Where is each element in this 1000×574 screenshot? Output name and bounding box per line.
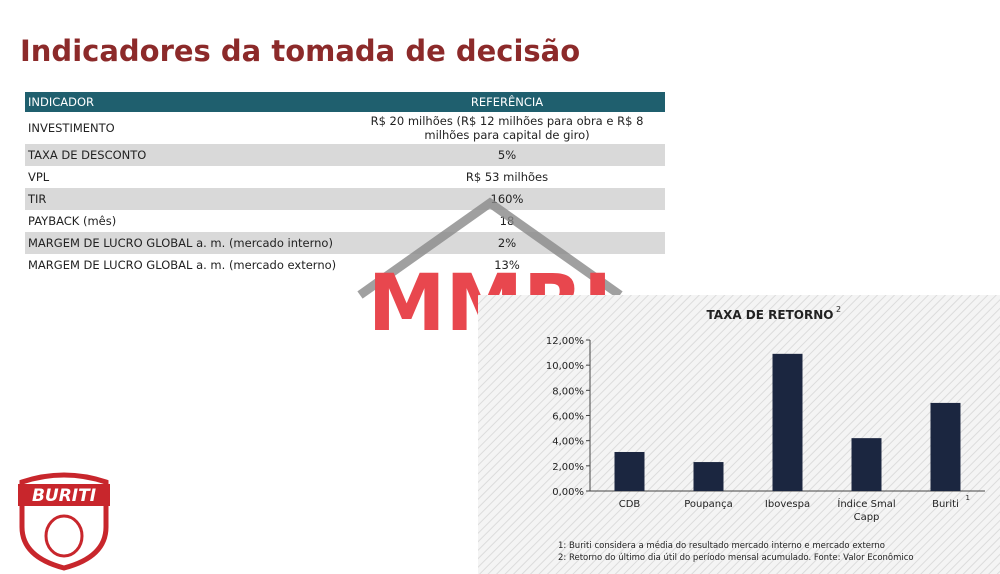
- y-tick-label: 4,00%: [552, 437, 584, 448]
- y-tick-label: 6,00%: [552, 412, 584, 423]
- table-body: INVESTIMENTO R$ 20 milhões (R$ 12 milhões…: [25, 112, 665, 276]
- logo-cow: [44, 514, 84, 558]
- logo-text: BURITI: [32, 486, 96, 506]
- y-tick-label: 0,00%: [552, 487, 584, 498]
- y-tick-label: 8,00%: [552, 386, 584, 397]
- indicator-cell: TIR: [25, 188, 349, 210]
- bar: [930, 402, 961, 491]
- x-tick-label-line: Capp: [854, 512, 880, 523]
- column-header: REFERÊNCIA: [349, 92, 665, 112]
- reference-cell: R$ 53 milhões: [465, 170, 549, 184]
- x-tick-label: Buriti: [932, 499, 959, 510]
- indicator-table: INDICADOR REFERÊNCIA INVESTIMENTO R$ 20 mil…: [25, 92, 665, 276]
- reference-cell: R$ 20 milhões (R$ 12 milhões para obra e…: [370, 114, 644, 142]
- footnote: 1: Buriti considera a média do resultado…: [558, 540, 885, 551]
- table-header: INDICADOR REFERÊNCIA: [25, 92, 665, 112]
- bar: [772, 353, 803, 491]
- indicator-cell: TAXA DE DESCONTO: [25, 144, 349, 166]
- indicator-cell: PAYBACK (mês): [28, 214, 117, 228]
- table-row: INVESTIMENTO R$ 20 milhões (R$ 12 milhões…: [25, 112, 665, 144]
- bar: [693, 462, 724, 491]
- column-header: INDICADOR: [25, 92, 349, 112]
- indicator-cell: VPL: [28, 170, 50, 184]
- watermark-roof: [357, 197, 623, 299]
- table-row: VPL R$ 53 milhões: [25, 166, 665, 188]
- logo-band: [18, 484, 110, 506]
- y-tick-label: 12,00%: [546, 336, 584, 347]
- bar: [614, 451, 645, 491]
- logo: BURITI: [18, 472, 110, 571]
- x-tick-label: Índice Smal Capp: [837, 497, 895, 523]
- footnote: 2: Retorno do último dia útil do período…: [558, 552, 914, 563]
- reference-cell: 5%: [349, 144, 665, 166]
- x-tick-label: Poupança: [684, 499, 733, 510]
- reference-cell: 160%: [349, 188, 665, 210]
- chart-title: TAXA DE RETORNO: [707, 308, 834, 322]
- x-tick-label: Ibovespa: [765, 499, 810, 510]
- indicator-cell: MARGEM DE LUCRO GLOBAL a. m. (mercado in…: [25, 232, 349, 254]
- x-tick-label-line: Índice Smal: [837, 497, 895, 510]
- table-row: MARGEM DE LUCRO GLOBAL a. m. (mercado in…: [25, 232, 665, 254]
- chart-background: [478, 295, 1000, 574]
- reference-cell: 13%: [494, 258, 520, 272]
- category-note: 1: [966, 494, 970, 502]
- table-row: TIR 160%: [25, 188, 665, 210]
- y-tick-label: 2,00%: [552, 462, 584, 473]
- table-row: TAXA DE DESCONTO 5%: [25, 144, 665, 166]
- bar: [851, 438, 882, 491]
- indicator-cell: MARGEM DE LUCRO GLOBAL a. m. (mercado ex…: [28, 258, 337, 272]
- indicator-cell: INVESTIMENTO: [28, 121, 115, 135]
- chart: TAXA DE RETORNO 2 0,00% 2,00% 4,00% 6,00% 8,…: [478, 295, 1000, 574]
- y-tick-label: 10,00%: [546, 361, 584, 372]
- x-tick-label: CDB: [619, 499, 641, 510]
- chart-title-note: 2: [836, 305, 841, 314]
- slide-title: Indicadores da tomada de decisão: [20, 34, 581, 68]
- table-row: MARGEM DE LUCRO GLOBAL a. m. (mercado ex…: [25, 254, 665, 276]
